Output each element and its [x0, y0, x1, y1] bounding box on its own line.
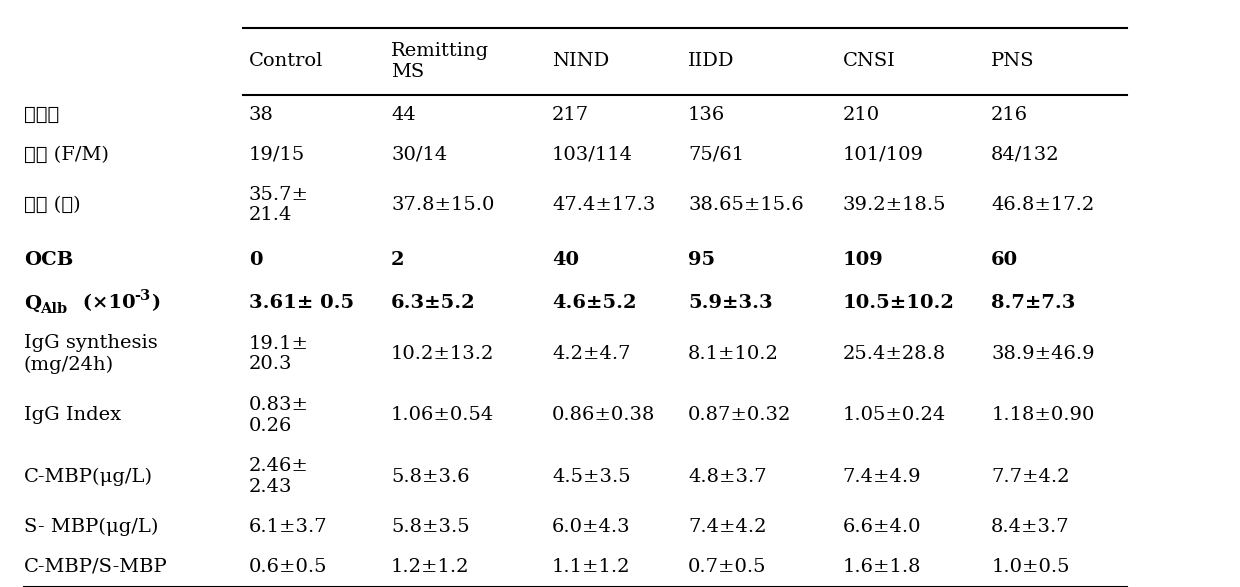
Text: 5.8±3.5: 5.8±3.5: [391, 518, 470, 536]
Text: 6.3±5.2: 6.3±5.2: [391, 295, 476, 312]
Text: 1.6±1.8: 1.6±1.8: [843, 558, 921, 576]
Text: 3.61± 0.5: 3.61± 0.5: [249, 295, 353, 312]
Text: 19/15: 19/15: [249, 146, 305, 163]
Text: 47.4±17.3: 47.4±17.3: [552, 196, 655, 214]
Text: 1.05±0.24: 1.05±0.24: [843, 406, 946, 424]
Text: IIDD: IIDD: [688, 52, 734, 70]
Text: 19.1±
20.3: 19.1± 20.3: [249, 335, 309, 373]
Text: 0: 0: [249, 251, 263, 269]
Text: Alb: Alb: [40, 302, 67, 316]
Text: ): ): [151, 295, 160, 312]
Text: OCB: OCB: [24, 251, 73, 269]
Text: 8.1±10.2: 8.1±10.2: [688, 345, 779, 363]
Text: Q: Q: [24, 295, 41, 312]
Text: Control: Control: [249, 52, 324, 70]
Text: 37.8±15.0: 37.8±15.0: [391, 196, 495, 214]
Text: 4.8±3.7: 4.8±3.7: [688, 468, 766, 485]
Text: 10.2±13.2: 10.2±13.2: [391, 345, 495, 363]
Text: 25.4±28.8: 25.4±28.8: [843, 345, 946, 363]
Text: 217: 217: [552, 106, 589, 124]
Text: 7.7±4.2: 7.7±4.2: [991, 468, 1070, 485]
Text: (×10: (×10: [76, 295, 135, 312]
Text: 8.7±7.3: 8.7±7.3: [991, 295, 1075, 312]
Text: 44: 44: [391, 106, 415, 124]
Text: 39.2±18.5: 39.2±18.5: [843, 196, 946, 214]
Text: 75/61: 75/61: [688, 146, 744, 163]
Text: 103/114: 103/114: [552, 146, 632, 163]
Text: 8.4±3.7: 8.4±3.7: [991, 518, 1070, 536]
Text: 1.2±1.2: 1.2±1.2: [391, 558, 470, 576]
Text: S- MBP(μg/L): S- MBP(μg/L): [24, 518, 157, 537]
Text: 84/132: 84/132: [991, 146, 1060, 163]
Text: IgG Index: IgG Index: [24, 406, 120, 424]
Text: 6.0±4.3: 6.0±4.3: [552, 518, 631, 536]
Text: 0.83±
0.26: 0.83± 0.26: [249, 396, 309, 435]
Text: PNS: PNS: [991, 52, 1034, 70]
Text: 0.86±0.38: 0.86±0.38: [552, 406, 655, 424]
Text: 7.4±4.2: 7.4±4.2: [688, 518, 766, 536]
Text: 136: 136: [688, 106, 725, 124]
Text: 5.9±3.3: 5.9±3.3: [688, 295, 773, 312]
Text: 4.2±4.7: 4.2±4.7: [552, 345, 630, 363]
Text: 1.06±0.54: 1.06±0.54: [391, 406, 495, 424]
Text: 7.4±4.9: 7.4±4.9: [843, 468, 921, 485]
Text: 0.7±0.5: 0.7±0.5: [688, 558, 766, 576]
Text: 46.8±17.2: 46.8±17.2: [991, 196, 1095, 214]
Text: 40: 40: [552, 251, 579, 269]
Text: 30/14: 30/14: [391, 146, 448, 163]
Text: 性別 (F/M): 性別 (F/M): [24, 146, 109, 163]
Text: 101/109: 101/109: [843, 146, 924, 163]
Text: 6.6±4.0: 6.6±4.0: [843, 518, 921, 536]
Text: 95: 95: [688, 251, 715, 269]
Text: 35.7±
21.4: 35.7± 21.4: [249, 185, 309, 224]
Text: 38.9±46.9: 38.9±46.9: [991, 345, 1095, 363]
Text: IgG synthesis
(mg/24h): IgG synthesis (mg/24h): [24, 335, 157, 373]
Text: 年齢 (岁): 年齢 (岁): [24, 196, 81, 214]
Text: CNSI: CNSI: [843, 52, 895, 70]
Text: 2.46±
2.43: 2.46± 2.43: [249, 457, 309, 496]
Text: 1.18±0.90: 1.18±0.90: [991, 406, 1095, 424]
Text: 病理数: 病理数: [24, 106, 60, 124]
Text: 109: 109: [843, 251, 883, 269]
Text: 210: 210: [843, 106, 880, 124]
Text: 2: 2: [391, 251, 404, 269]
Text: Remitting
MS: Remitting MS: [391, 42, 490, 80]
Text: C-MBP/S-MBP: C-MBP/S-MBP: [24, 558, 167, 576]
Text: 38.65±15.6: 38.65±15.6: [688, 196, 804, 214]
Text: 10.5±10.2: 10.5±10.2: [843, 295, 955, 312]
Text: -3: -3: [134, 289, 150, 303]
Text: 4.6±5.2: 4.6±5.2: [552, 295, 636, 312]
Text: 38: 38: [249, 106, 274, 124]
Text: 0.87±0.32: 0.87±0.32: [688, 406, 791, 424]
Text: 0.6±0.5: 0.6±0.5: [249, 558, 327, 576]
Text: NIND: NIND: [552, 52, 609, 70]
Text: 60: 60: [991, 251, 1018, 269]
Text: 216: 216: [991, 106, 1028, 124]
Text: 1.0±0.5: 1.0±0.5: [991, 558, 1070, 576]
Text: 5.8±3.6: 5.8±3.6: [391, 468, 470, 485]
Text: 6.1±3.7: 6.1±3.7: [249, 518, 327, 536]
Text: 4.5±3.5: 4.5±3.5: [552, 468, 631, 485]
Text: C-MBP(μg/L): C-MBP(μg/L): [24, 467, 153, 486]
Text: 1.1±1.2: 1.1±1.2: [552, 558, 630, 576]
